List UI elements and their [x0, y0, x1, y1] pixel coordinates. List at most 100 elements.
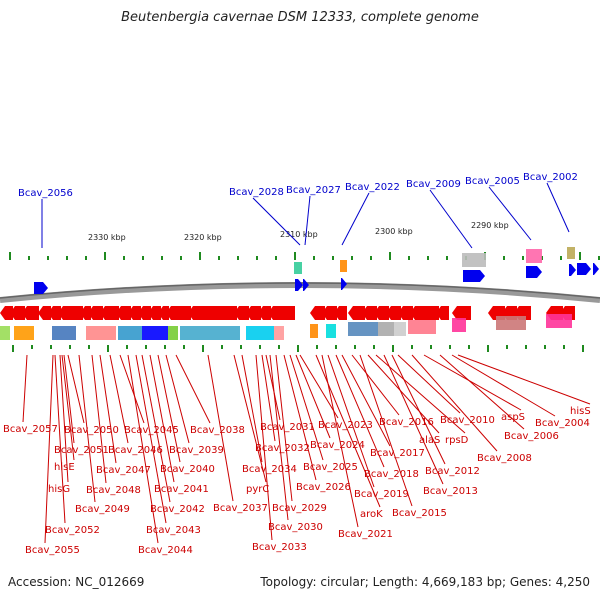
leader-line [488, 186, 532, 241]
bottom-gene-label: Bcav_2010 [440, 415, 495, 426]
leader-line [175, 354, 211, 424]
bottom-gene-label: Bcav_2050 [64, 425, 119, 436]
bottom-gene-label: rpsD [445, 435, 469, 446]
leader-line [119, 354, 145, 424]
reverse-gene-arrow [172, 306, 183, 320]
leader-line [367, 354, 440, 434]
feature-box [452, 318, 466, 332]
scale-label: 2310 kbp [280, 230, 318, 239]
scale-label: 2300 kbp [375, 227, 413, 236]
reverse-gene-arrow [66, 306, 83, 320]
reverse-gene-arrow [436, 306, 449, 320]
bottom-gene-label: Bcav_2008 [477, 453, 532, 464]
reverse-gene-arrow [234, 306, 249, 320]
leader-line [269, 354, 289, 521]
bottom-gene-label: Bcav_2046 [108, 445, 163, 456]
reverse-gene-arrow [10, 306, 25, 320]
bottom-gene-label: alaS [419, 435, 440, 446]
bottom-gene-label: Bcav_2047 [96, 465, 151, 476]
bottom-gene-label: Bcav_2013 [423, 486, 478, 497]
bottom-gene-label: Bcav_2039 [169, 445, 224, 456]
leader-line [44, 354, 54, 544]
forward-genes [34, 263, 599, 294]
leader-line [109, 354, 129, 444]
reverse-gene-arrow [310, 306, 325, 320]
feature-box [14, 326, 34, 340]
leader-line [127, 354, 159, 544]
bottom-gene-label: Bcav_2031 [260, 422, 315, 433]
reverse-gene-arrow [38, 306, 51, 320]
leader-line [359, 354, 413, 507]
forward-gene-arrow [569, 264, 576, 276]
bottom-gene-label: hisG [48, 484, 70, 495]
reverse-gene-arrow [138, 306, 151, 320]
bottom-gene-label: Bcav_2043 [146, 525, 201, 536]
leader-line [341, 192, 370, 246]
leader-line [149, 354, 175, 483]
feature-box [462, 253, 486, 267]
bottom-gene-label: Bcav_2026 [296, 482, 351, 493]
top-gene-label: Bcav_2027 [286, 185, 341, 196]
reverse-gene-arrow [158, 306, 169, 320]
top-gene-label: Bcav_2022 [345, 182, 400, 193]
forward-gene-arrow [526, 266, 542, 278]
feature-box [340, 260, 347, 272]
reverse-gene-arrow [80, 306, 91, 320]
forward-gene-arrow [463, 270, 485, 282]
leader-line [275, 354, 293, 502]
feature-box [246, 326, 274, 340]
leader-line [22, 354, 28, 423]
reverse-gene-arrow [178, 306, 191, 320]
bottom-gene-label: hisS [570, 406, 591, 417]
reverse-gene-arrow [58, 306, 71, 320]
leader-line [315, 354, 381, 508]
leader-line [54, 354, 66, 524]
reverse-gene-arrow [452, 306, 471, 320]
leader-line [141, 354, 171, 503]
bottom-gene-label: Bcav_2049 [75, 504, 130, 515]
bottom-gene-label: aroK [360, 509, 383, 520]
reverse-gene-arrow [398, 306, 413, 320]
bottom-gene-label: Bcav_2017 [370, 448, 425, 459]
reverse-gene-arrow [284, 306, 295, 320]
bottom-gene-label: Bcav_2051 [54, 445, 109, 456]
bottom-gene-label: Bcav_2015 [392, 508, 447, 519]
forward-gene-arrow [34, 282, 48, 294]
leader-line [327, 354, 375, 488]
reverse-gene-arrow [48, 306, 61, 320]
forward-gene-arrow [593, 263, 599, 275]
feature-box [326, 324, 336, 338]
bottom-gene-label: Bcav_2033 [252, 542, 307, 553]
top-gene-label: Bcav_2002 [523, 172, 578, 183]
reverse-gene-arrow [128, 306, 141, 320]
leader-line [295, 354, 331, 439]
reverse-genes [0, 306, 575, 320]
reverse-gene-arrow [22, 306, 39, 320]
feature-box [274, 326, 284, 340]
feature-box [294, 262, 302, 274]
leader-line [375, 354, 466, 434]
reverse-gene-arrow [0, 306, 13, 320]
feature-box [52, 326, 76, 340]
scale-labels: 2330 kbp 2320 kbp 2310 kbp 2300 kbp 2290 kbp [88, 221, 509, 242]
leader-line [63, 354, 75, 444]
reverse-gene-arrow [258, 306, 271, 320]
bottom-gene-label: Bcav_2034 [242, 464, 297, 475]
feature-box [180, 326, 240, 340]
feature-box [496, 316, 526, 330]
leader-line [429, 189, 473, 249]
bottom-gene-label: Bcav_2024 [310, 440, 365, 451]
forward-gene-arrow [577, 263, 591, 275]
scale-ticks-top [9, 252, 600, 260]
accession-text: Accession: NC_012669 [8, 575, 145, 589]
top-gene-label: Bcav_2056 [18, 188, 73, 199]
feature-box [394, 322, 406, 336]
leader-line [67, 354, 85, 424]
leader-line [61, 354, 75, 461]
feature-box [0, 326, 10, 340]
leader-line [59, 354, 69, 483]
reverse-gene-arrow [386, 306, 401, 320]
top-gene-labels: Bcav_2056 Bcav_2028 Bcav_2027 Bcav_2022 Bcav… [18, 172, 578, 249]
reverse-gene-arrow [88, 306, 103, 320]
